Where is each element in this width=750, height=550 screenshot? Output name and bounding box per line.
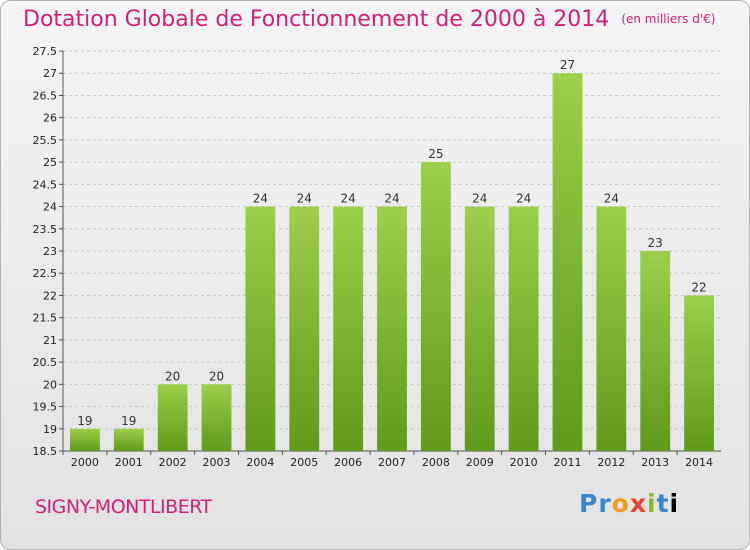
data-label-2000: 19 [77, 414, 92, 428]
bar-2006 [333, 206, 364, 451]
y-tick-label: 26.5 [33, 89, 58, 102]
data-label-2011: 27 [560, 58, 575, 72]
x-tick-label: 2002 [159, 456, 187, 469]
data-label-2012: 24 [604, 192, 619, 206]
data-label-2007: 24 [384, 192, 399, 206]
data-label-2009: 24 [472, 192, 487, 206]
y-tick-label: 24.5 [33, 178, 58, 191]
y-tick-label: 26 [43, 112, 57, 125]
data-label-2004: 24 [253, 192, 268, 206]
x-tick-label: 2004 [246, 456, 274, 469]
x-tick-label: 2007 [378, 456, 406, 469]
bar-2005 [289, 206, 320, 451]
data-label-2013: 23 [648, 236, 663, 250]
chart-unit: (en milliers d'€) [621, 12, 716, 26]
y-tick-label: 20 [43, 378, 57, 391]
proxiti-logo: Proxiti [579, 489, 680, 518]
y-tick-label: 21.5 [33, 312, 58, 325]
x-tick-label: 2009 [466, 456, 494, 469]
bar-2012 [596, 206, 627, 451]
data-label-2014: 22 [691, 280, 706, 294]
chart-title: Dotation Globale de Fonctionnement de 20… [23, 7, 715, 32]
bar-2003 [201, 384, 232, 451]
x-tick-label: 2013 [641, 456, 669, 469]
data-label-2001: 19 [121, 414, 136, 428]
data-label-2008: 25 [428, 147, 443, 161]
bar-2002 [157, 384, 188, 451]
y-tick-label: 21 [43, 334, 57, 347]
x-tick-label: 2014 [685, 456, 713, 469]
x-tick-label: 2011 [553, 456, 581, 469]
y-tick-label: 20.5 [33, 356, 58, 369]
y-tick-label: 22 [43, 289, 57, 302]
bar-2008 [420, 162, 451, 451]
bar-2010 [508, 206, 539, 451]
bar-2004 [245, 206, 276, 451]
bar-2007 [377, 206, 407, 451]
y-tick-label: 22.5 [33, 267, 58, 280]
y-tick-label: 23.5 [33, 223, 58, 236]
bar-2013 [640, 251, 671, 451]
data-label-2002: 20 [165, 369, 180, 383]
data-labels: 19 19 20 20 24 24 24 24 25 24 24 27 24 23 22 [77, 58, 706, 428]
data-label-2010: 24 [516, 192, 531, 206]
x-tick-label: 2001 [115, 456, 143, 469]
bar-2014 [684, 295, 714, 451]
data-label-2005: 24 [297, 192, 312, 206]
bar-2000 [70, 428, 100, 451]
data-label-2003: 20 [209, 369, 224, 383]
city-name: SIGNY-MONTLIBERT [35, 496, 212, 518]
x-tick-label: 2008 [422, 456, 450, 469]
y-tick-label: 27 [43, 67, 57, 80]
x-tick-label: 2003 [203, 456, 231, 469]
y-tick-label: 18.5 [33, 445, 58, 458]
x-tick-label: 2006 [334, 456, 362, 469]
y-tick-label: 25 [43, 156, 57, 169]
y-tick-label: 23 [43, 245, 57, 258]
y-tick-label: 27.5 [33, 45, 58, 58]
x-tick-label: 2012 [597, 456, 625, 469]
bar-2001 [113, 428, 144, 451]
bar-2009 [464, 206, 495, 451]
bars [70, 73, 714, 451]
y-tick-label: 19.5 [33, 401, 58, 414]
y-tick-label: 19 [43, 423, 57, 436]
chart-title-text: Dotation Globale de Fonctionnement de 20… [23, 7, 610, 32]
x-tick-label: 2000 [71, 456, 99, 469]
bar-2011 [552, 73, 583, 451]
y-tick-label: 25.5 [33, 134, 58, 147]
y-tick-label: 24 [43, 201, 57, 214]
x-tick-label: 2010 [510, 456, 538, 469]
axes: 18.5 19 19.5 20 20.5 21 21.5 22 22.5 23 23.5 24 24.5… [33, 45, 721, 469]
x-tick-label: 2005 [290, 456, 318, 469]
data-label-2006: 24 [340, 192, 355, 206]
